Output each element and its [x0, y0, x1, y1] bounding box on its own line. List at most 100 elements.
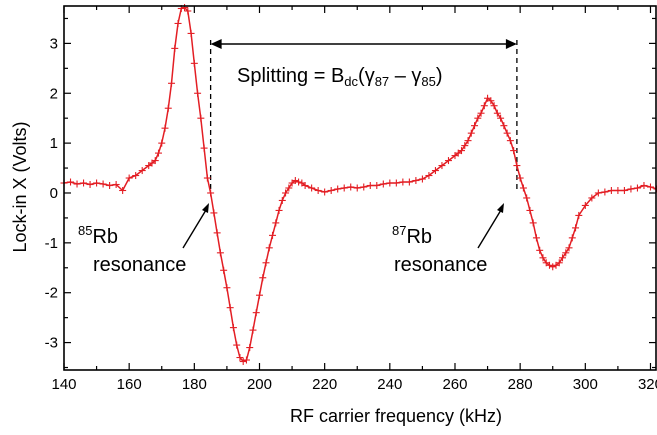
data-point: [487, 97, 495, 105]
x-tick-label: 280: [508, 376, 533, 393]
data-point: [506, 137, 514, 145]
y-tick-label: 2: [50, 85, 58, 102]
data-point: [301, 182, 309, 190]
data-point: [99, 180, 107, 188]
data-point: [220, 266, 228, 274]
splitting-label: Splitting = Bdc(γ87 – γ85): [237, 65, 443, 89]
data-point: [233, 341, 241, 349]
data-point: [158, 139, 166, 147]
data-point: [529, 219, 537, 227]
data-point: [510, 147, 518, 155]
data-point: [174, 19, 182, 27]
data-point: [366, 182, 374, 190]
data-point: [168, 79, 176, 87]
data-point: [412, 177, 420, 185]
data-point: [242, 356, 250, 364]
data-point: [444, 157, 452, 165]
y-tick-label: 3: [50, 35, 58, 52]
rb87-label: 87Rb: [392, 223, 432, 248]
data-point: [80, 179, 88, 187]
data-point: [565, 244, 573, 252]
y-tick-label: 1: [50, 135, 58, 152]
reference-lines: [209, 40, 518, 193]
data-point: [181, 3, 189, 11]
splitting-arrow: [210, 39, 517, 49]
data-point: [373, 182, 381, 190]
y-tick-label: -2: [45, 285, 58, 302]
x-tick-label: 240: [377, 376, 402, 393]
data-point: [327, 186, 335, 194]
data-point: [213, 229, 221, 237]
data-point: [513, 162, 521, 170]
data-point: [197, 114, 205, 122]
x-tick-label: 200: [247, 376, 272, 393]
y-tick-label: 0: [50, 185, 58, 202]
data-point: [229, 324, 237, 332]
data-point: [106, 182, 114, 190]
data-point: [255, 291, 263, 299]
data-point: [386, 179, 394, 187]
data-point: [278, 196, 286, 204]
series-line: [63, 6, 657, 363]
data-point: [588, 194, 596, 202]
data-point: [138, 167, 146, 175]
y-tick-label: -3: [45, 335, 58, 352]
data-point: [555, 259, 563, 267]
data-point: [249, 326, 257, 334]
data-point: [399, 178, 407, 186]
data-point: [500, 122, 508, 130]
data-point: [86, 181, 94, 189]
rb85-label: 85Rb: [78, 223, 118, 248]
data-point: [125, 174, 133, 182]
data-point: [112, 181, 120, 189]
data-point: [119, 186, 127, 194]
data-series: [60, 3, 657, 366]
data-point: [516, 174, 524, 182]
data-point: [223, 284, 231, 292]
data-point: [236, 354, 244, 362]
data-point: [282, 189, 290, 197]
data-point: [493, 109, 501, 117]
data-point: [431, 167, 439, 175]
data-point: [184, 7, 192, 15]
x-tick-label: 260: [442, 376, 467, 393]
data-point: [154, 149, 162, 157]
data-point: [549, 263, 557, 271]
data-point: [594, 189, 602, 197]
data-point: [601, 188, 609, 196]
x-tick-label: 140: [51, 376, 76, 393]
data-point: [275, 206, 283, 214]
data-point: [151, 157, 159, 165]
data-point: [340, 184, 348, 192]
x-axis-title: RF carrier frequency (kHz): [290, 406, 502, 426]
data-point: [559, 254, 567, 262]
data-point: [633, 184, 641, 192]
data-point: [461, 142, 469, 150]
data-point: [210, 209, 218, 217]
x-tick-label: 160: [117, 376, 142, 393]
data-point: [523, 194, 531, 202]
data-point: [519, 184, 527, 192]
data-point: [497, 114, 505, 122]
data-point: [161, 124, 169, 132]
rb87-arrow: [477, 203, 504, 249]
data-point: [490, 102, 498, 110]
data-point: [392, 179, 400, 187]
data-point: [607, 186, 615, 194]
data-point: [467, 129, 475, 137]
data-point: [291, 177, 299, 185]
data-point: [347, 183, 355, 191]
data-point: [67, 178, 75, 186]
data-point: [627, 185, 635, 193]
data-point: [194, 89, 202, 97]
data-point: [646, 183, 654, 191]
data-point: [572, 224, 580, 232]
data-point: [314, 186, 322, 194]
data-point: [474, 114, 482, 122]
data-point: [575, 211, 583, 219]
data-point: [425, 172, 433, 180]
x-tick-labels: 140 160 180 200 220 240 260 280 300 320: [51, 376, 657, 393]
data-point: [640, 182, 648, 190]
data-point: [405, 178, 413, 186]
data-point: [269, 231, 277, 239]
